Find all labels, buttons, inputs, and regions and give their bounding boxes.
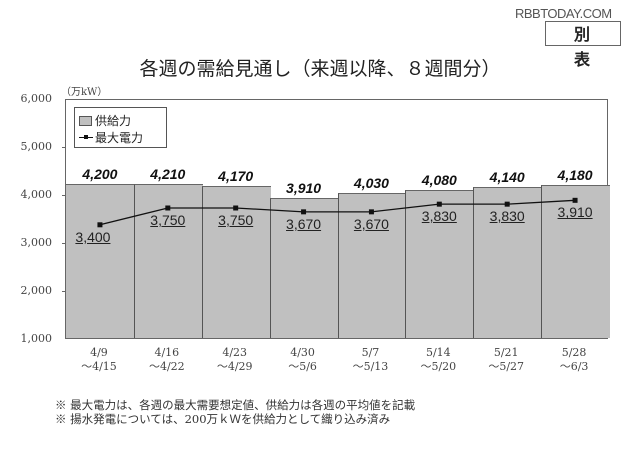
x-tick-label: 4/16 ～4/22 (148, 346, 185, 373)
y-tick-2000: 2,000 (20, 284, 53, 297)
supply-bar (201, 185, 271, 338)
max-demand-value-label: 3,750 (218, 212, 254, 228)
x-tick-label: 5/28 ～6/3 (559, 346, 589, 373)
max-demand-value-label: 3,670 (353, 215, 389, 232)
supply-value-label: 4,210 (150, 165, 186, 182)
y-tick-4000: 4,000 (20, 188, 53, 201)
max-demand-value-label: 3,830 (421, 208, 457, 225)
y-tick-1000: 1,000 (20, 332, 53, 345)
x-tick-label: 5/21 ～5/27 (488, 346, 525, 373)
max-demand-value-label: 3,750 (150, 212, 186, 228)
supply-bar (269, 198, 339, 338)
supply-bar (541, 185, 610, 338)
legend-label-supply: 供給力 (95, 114, 132, 128)
y-axis-unit: （万kW） (61, 87, 108, 98)
supply-bar (473, 187, 543, 338)
x-tick-label: 5/7 ～5/13 (352, 346, 389, 373)
max-demand-value-label: 3,830 (489, 208, 525, 225)
supply-value-label: 4,030 (353, 174, 389, 191)
y-tickmark (62, 291, 66, 292)
plot-area: 4,200 3,400 4,210 3,750 4,170 3,750 3,910 3,670… (62, 99, 610, 339)
legend: 供給力 最大電力 (74, 107, 167, 148)
supply-value-label: 4,180 (557, 167, 593, 184)
supply-value-label: 3,910 (286, 180, 322, 197)
legend-item-supply: 供給力 (79, 112, 131, 129)
y-tick-3000: 3,000 (20, 236, 53, 249)
supply-value-label: 4,080 (421, 172, 457, 189)
supply-bar (66, 184, 135, 338)
max-demand-value-label: 3,400 (75, 228, 111, 245)
x-tick-label: 5/14 ～5/20 (420, 346, 457, 373)
x-tick-label: 4/23 ～4/29 (216, 346, 253, 373)
y-tickmark (62, 195, 66, 196)
x-tick-label: 4/30 ～5/6 (288, 346, 317, 373)
appendix-badge: 別 表 (545, 21, 621, 69)
bar-swatch-icon (79, 115, 92, 126)
max-demand-value-label: 3,670 (286, 215, 322, 232)
x-tick-label: 4/9 ～4/15 (81, 346, 117, 373)
line-series-max-demand (97, 197, 578, 228)
legend-item-demand: 最大電力 (79, 129, 143, 146)
line-marker-icon (79, 134, 93, 142)
y-tick-5000: 5,000 (20, 140, 53, 153)
max-demand-value-label: 3,910 (557, 204, 593, 221)
supply-value-label: 4,140 (489, 169, 525, 186)
y-tickmark (62, 147, 66, 148)
supply-value-label: 4,170 (218, 167, 254, 184)
legend-label-demand: 最大電力 (95, 131, 144, 145)
supply-value-label: 4,200 (82, 166, 118, 183)
supply-bar (405, 190, 475, 338)
y-tick-6000: 6,000 (20, 92, 53, 105)
note-1: ※ 最大電力は、各週の最大需要想定値、供給力は各週の平均値を記載 (55, 398, 416, 412)
y-tickmark (62, 243, 66, 244)
note-2: ※ 揚水発電については、200万ｋＷを供給力として織り込み済み (55, 412, 391, 426)
watermark: RBBTODAY.COM (515, 6, 612, 21)
chart-title: 各週の需給見通し（来週以降、８週間分） (139, 58, 501, 80)
supply-bar (337, 192, 407, 338)
